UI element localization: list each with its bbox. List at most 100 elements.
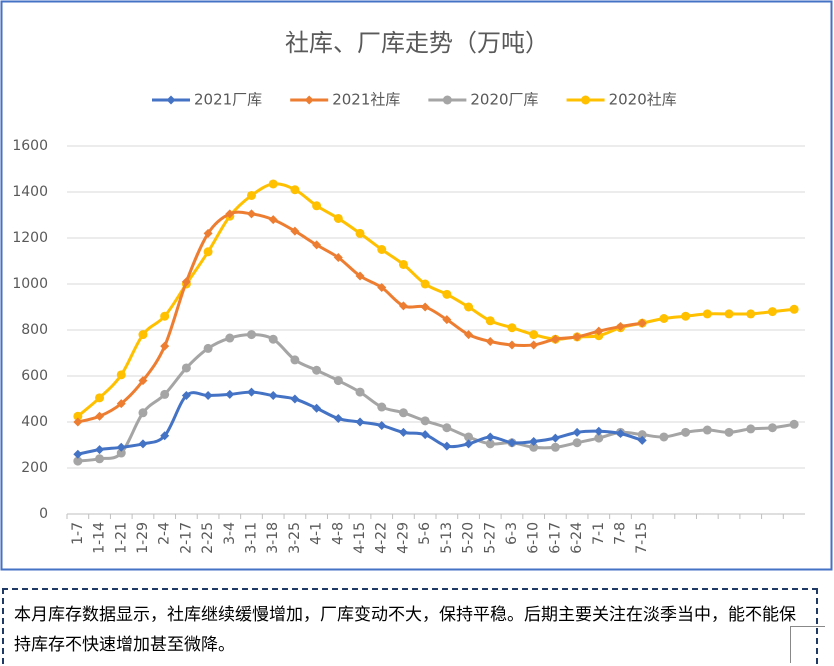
x-tick-label: 5-6 <box>417 522 433 545</box>
point <box>767 423 777 433</box>
legend-label: 2020厂库 <box>470 91 538 109</box>
x-tick-label: 3-4 <box>222 522 238 545</box>
legend-marker <box>166 95 176 105</box>
point <box>355 271 365 281</box>
point <box>290 394 300 404</box>
point <box>312 240 322 250</box>
point <box>767 307 777 317</box>
x-tick-label: 7-1 <box>591 522 607 545</box>
point <box>181 391 191 401</box>
point <box>203 228 213 238</box>
point <box>702 425 712 435</box>
point <box>594 331 604 341</box>
point <box>247 190 256 200</box>
x-tick-label: 6-10 <box>526 522 542 554</box>
point <box>73 411 83 421</box>
point <box>290 226 300 236</box>
x-tick-label: 4-29 <box>395 522 411 554</box>
point <box>160 341 170 351</box>
point <box>398 408 408 418</box>
y-tick-label: 1400 <box>12 184 48 200</box>
point <box>724 427 734 437</box>
point <box>659 432 669 442</box>
point <box>95 393 105 403</box>
point <box>616 429 625 438</box>
point <box>594 326 604 336</box>
x-tick-label: 3-11 <box>244 522 260 554</box>
note-box: 本月库存数据显示，社库继续缓慢增加，厂库变动不大，保持平稳。后期主要关注在淡季当… <box>2 588 818 664</box>
x-tick-label: 6-3 <box>504 522 520 545</box>
point <box>138 376 148 386</box>
point <box>529 437 539 447</box>
point <box>377 402 387 412</box>
y-tick-label: 0 <box>39 506 48 522</box>
series-line <box>76 182 795 418</box>
point <box>398 301 408 311</box>
point <box>160 311 170 321</box>
y-tick-label: 1200 <box>12 230 48 246</box>
point <box>225 389 235 399</box>
point <box>572 438 582 448</box>
point <box>268 334 278 344</box>
point <box>377 282 387 292</box>
chart-title: 社库、厂库走势（万吨） <box>285 29 549 57</box>
point <box>95 411 105 421</box>
legend-marker <box>304 95 314 105</box>
chart: 社库、厂库走势（万吨） 0 200 400 600 800 1000 1200 1400 160… <box>0 0 833 571</box>
point <box>464 432 474 442</box>
legend-marker <box>581 95 591 105</box>
point <box>181 363 191 373</box>
x-tick-label: 4-8 <box>330 522 346 545</box>
point <box>420 302 430 312</box>
point <box>464 439 474 449</box>
series-line <box>77 333 795 463</box>
point <box>225 333 235 343</box>
point <box>355 228 365 238</box>
x-tick-label: 3-25 <box>287 522 303 554</box>
point <box>507 323 517 333</box>
point <box>290 355 300 365</box>
point <box>485 337 495 346</box>
x-tick-label: 6-24 <box>569 522 585 554</box>
point <box>485 316 495 326</box>
x-tick-label: 1-7 <box>70 522 86 545</box>
point <box>333 376 343 386</box>
point <box>181 277 191 287</box>
point <box>333 414 343 424</box>
point <box>572 427 582 437</box>
point <box>138 439 148 449</box>
point <box>398 259 408 269</box>
point <box>464 330 474 340</box>
point <box>268 391 278 401</box>
point <box>95 454 105 464</box>
point <box>420 416 430 426</box>
legend-marker <box>442 95 452 105</box>
point <box>377 245 387 254</box>
legend-label: 2021厂库 <box>194 91 262 109</box>
point <box>203 247 213 257</box>
x-tick-label: 2-4 <box>157 522 173 545</box>
point <box>73 456 83 466</box>
point <box>637 435 647 445</box>
point <box>355 417 365 427</box>
point <box>247 387 256 397</box>
point <box>95 445 105 455</box>
x-tick-label: 2-25 <box>200 522 216 554</box>
y-tick-label: 400 <box>21 414 48 430</box>
point <box>398 427 408 437</box>
point <box>138 408 148 418</box>
point <box>268 215 278 225</box>
point <box>442 423 452 433</box>
x-tick-label: 2-17 <box>178 522 194 554</box>
point <box>789 304 799 314</box>
point <box>485 439 495 449</box>
point <box>160 389 170 399</box>
point <box>616 322 625 332</box>
point <box>333 253 343 263</box>
point <box>312 365 322 375</box>
x-tick-label: 4-22 <box>374 522 390 554</box>
x-tick-label: 3-18 <box>265 522 281 554</box>
point <box>746 424 756 434</box>
point <box>312 201 322 211</box>
point <box>312 403 322 413</box>
